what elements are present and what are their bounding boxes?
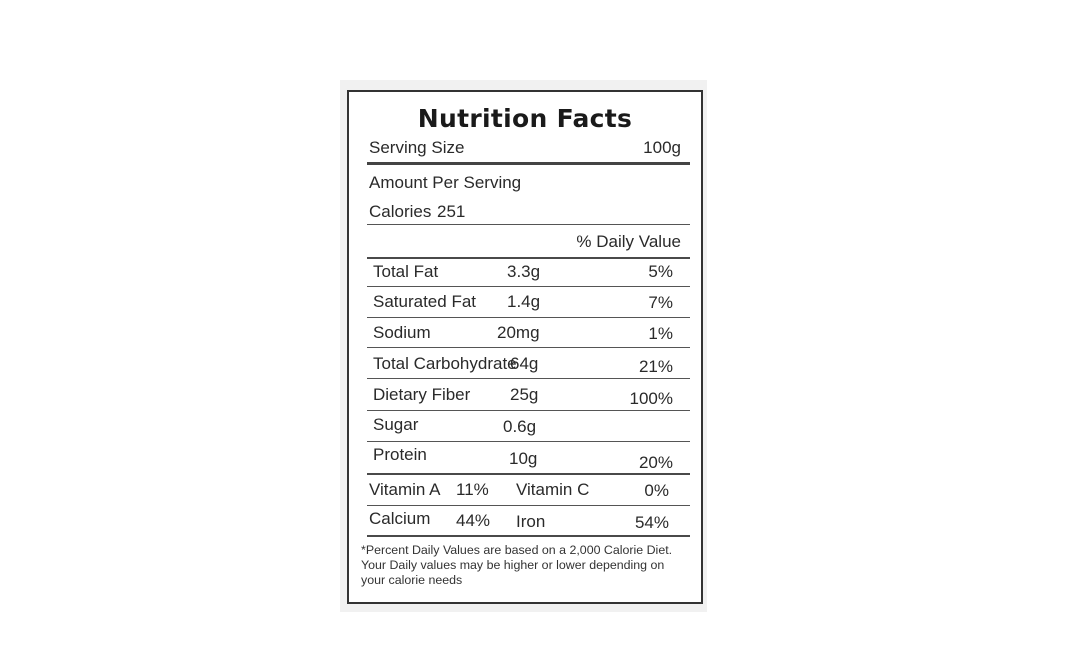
divider [367,286,690,287]
divider [367,505,690,506]
vitamin-name: Vitamin C [516,480,590,499]
nutrient-dv: 100% [629,389,673,408]
footnote: *Percent Daily Values are based on a 2,0… [361,543,696,588]
calories-value: 251 [437,202,466,221]
daily-value-header: % Daily Value [576,232,681,251]
footnote-line: your calorie needs [361,573,463,587]
divider [367,410,690,411]
nutrient-name: Protein [373,445,427,464]
footnote-line: *Percent Daily Values are based on a 2,0… [361,543,673,557]
nutrient-name: Sodium [373,323,431,342]
divider [367,257,690,259]
nutrient-amount: 3.3g [507,262,541,281]
footnote-line: Your Daily values may be higher or lower… [361,558,665,572]
divider [367,162,690,165]
vitamin-name: Calcium [369,509,431,528]
vitamin-value: 11% [456,480,489,499]
serving-size-label: Serving Size [369,138,465,157]
nutrient-amount: 20mg [497,323,540,342]
divider [367,535,690,537]
nutrient-dv: 5% [648,262,673,281]
divider [367,441,690,442]
label-title: Nutrition Facts [417,104,633,133]
vitamin-name: Vitamin A [369,480,441,499]
serving-size-value: 100g [643,138,681,157]
nutrient-amount: 64g [510,354,539,373]
vitamin-value: 44% [456,511,491,530]
nutrient-amount: 25g [510,385,539,404]
nutrient-amount: 10g [509,449,538,468]
nutrient-dv: 7% [648,293,673,312]
nutrient-amount: 1.4g [507,292,541,311]
amount-per-serving: Amount Per Serving [369,173,522,192]
nutrient-name: Total Fat [373,262,439,281]
nutrient-dv: 21% [638,357,673,376]
vitamin-value: 0% [644,481,669,500]
nutrient-dv: 1% [648,324,673,343]
nutrient-name: Sugar [373,415,419,434]
divider [367,224,690,225]
nutrient-name: Dietary Fiber [373,385,471,404]
nutrient-amount: 0.6g [503,417,537,436]
nutrient-name: Total Carbohydrate [373,354,517,373]
nutrient-dv: 20% [638,453,673,472]
divider [367,473,690,475]
divider [367,378,690,379]
nutrient-name: Saturated Fat [373,292,477,311]
nutrition-label: Nutrition Facts Serving Size 100g Amount… [347,90,703,604]
divider [367,347,690,348]
divider [367,317,690,318]
calories-label: Calories [369,202,432,221]
vitamin-name: Iron [516,512,546,531]
vitamin-value: 54% [634,513,669,532]
